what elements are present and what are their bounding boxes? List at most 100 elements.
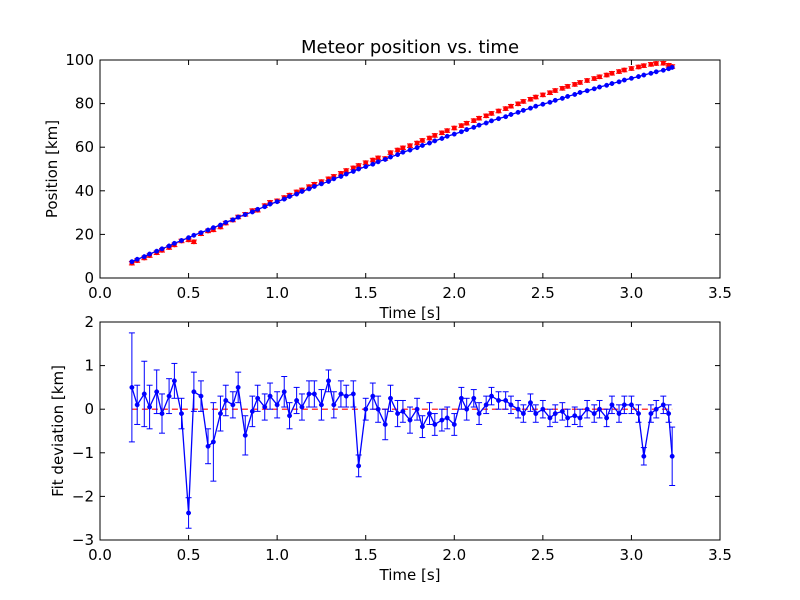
data-point [191,232,197,238]
data-point [242,212,248,218]
x-axis-label: Time [s] [379,566,441,584]
data-point [559,408,565,414]
data-point [648,61,654,67]
data-point [400,408,406,414]
data-point [648,70,654,76]
data-point [287,194,292,199]
fit-deviation-chart: Time [s] Fit deviation [km] 0.0 0.5 1.0 1.5… [49,313,732,584]
data-point [331,402,337,408]
data-point [660,67,666,73]
data-point [660,402,666,408]
data-point [281,389,287,395]
data-point [400,149,406,155]
data-point [294,398,300,403]
data-point [230,217,236,223]
data-point [604,415,610,421]
data-point [419,424,425,430]
data-point [375,406,381,412]
x-tick-label: 0.0 [88,284,112,302]
data-point [419,137,425,143]
data-point [326,178,331,184]
data-point [609,70,615,76]
data-point [235,384,241,390]
data-point [427,135,432,141]
data-point [388,154,393,160]
data-point [660,60,666,66]
data-point [363,164,369,170]
data-point [419,143,425,148]
data-point [458,395,464,401]
data-point [186,510,192,516]
data-point [179,411,184,417]
data-point [249,408,255,414]
data-point [515,406,521,412]
x-tick-label: 0.5 [177,546,201,564]
data-point [427,140,432,146]
data-point [552,88,558,93]
data-point [432,138,438,144]
y-tick-label: 60 [75,138,94,156]
data-point [503,114,509,120]
data-point [281,196,287,202]
data-point [331,176,337,182]
data-point [572,413,578,419]
data-point [134,402,140,408]
data-layer [128,332,676,529]
data-point [565,93,571,99]
data-point [565,83,571,89]
data-point [414,145,420,151]
data-point [609,402,615,408]
x-tick-label: 3.0 [619,546,643,564]
data-point [407,143,413,149]
data-point [628,66,634,71]
data-point [311,183,317,189]
data-point [306,186,312,192]
data-point [299,404,305,410]
data-point [547,415,553,421]
data-point [496,398,502,403]
data-point [666,411,672,417]
y-tick-label: 20 [75,225,94,243]
data-point [210,439,216,445]
data-point [540,101,546,107]
data-point [262,204,268,210]
data-point [552,411,558,417]
data-point [577,415,583,421]
data-point [159,411,165,417]
data-point [577,80,583,85]
data-point [388,395,393,401]
data-point [363,406,369,412]
x-tick-label: 2.0 [442,284,466,302]
data-point [370,393,376,399]
data-point [584,88,590,94]
data-point [528,400,533,406]
data-point [375,159,381,165]
data-point [476,411,482,417]
data-point [400,145,406,151]
data-point [223,219,229,225]
data-point [616,79,622,85]
data-point [533,94,539,100]
data-point [464,120,470,126]
data-point [489,118,494,124]
data-point [242,432,248,438]
data-point [255,395,261,401]
data-point [515,109,521,115]
data-point [508,402,514,408]
data-point [669,64,675,70]
data-point [653,61,659,66]
data-point [191,239,197,245]
data-point [370,157,376,163]
data-point [382,422,388,427]
y-tick-label: −1 [72,444,94,462]
data-point [129,384,135,390]
data-point [439,130,445,136]
data-point [520,411,526,417]
data-point [432,422,438,427]
data-point [591,86,597,92]
data-point [533,411,539,417]
data-point [191,389,197,395]
plot-frame [99,321,721,541]
data-point [547,90,553,96]
